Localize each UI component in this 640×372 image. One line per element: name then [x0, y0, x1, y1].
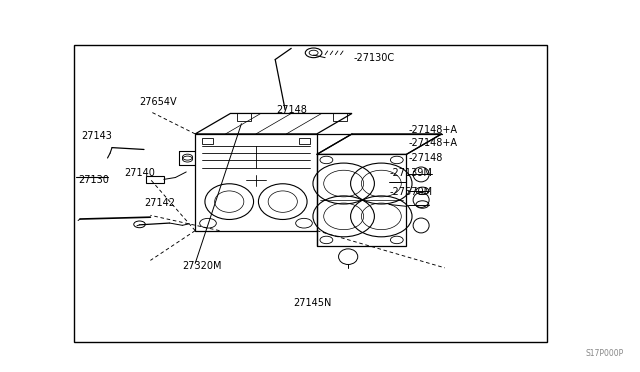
Text: -27139M: -27139M: [389, 168, 432, 178]
Text: 27143: 27143: [81, 131, 112, 141]
Text: -27130C: -27130C: [354, 53, 395, 62]
Bar: [299, 138, 310, 144]
Bar: [74, 45, 547, 342]
Bar: [146, 176, 164, 183]
Text: -27570M: -27570M: [389, 187, 432, 196]
Bar: [237, 113, 251, 121]
Text: 27320M: 27320M: [182, 261, 222, 271]
Text: S17P000P: S17P000P: [586, 349, 624, 358]
Text: 27654V: 27654V: [140, 97, 177, 107]
Text: 27145N: 27145N: [293, 298, 332, 308]
Bar: [202, 138, 213, 144]
Text: -27148+A: -27148+A: [408, 138, 458, 148]
Text: -27148: -27148: [408, 153, 443, 163]
Text: 27130: 27130: [78, 176, 109, 185]
Bar: [333, 113, 347, 121]
Text: 27142: 27142: [144, 198, 175, 208]
Text: -27148+A: -27148+A: [408, 125, 458, 135]
Text: 27140: 27140: [124, 168, 155, 178]
Text: 27148: 27148: [276, 105, 307, 115]
